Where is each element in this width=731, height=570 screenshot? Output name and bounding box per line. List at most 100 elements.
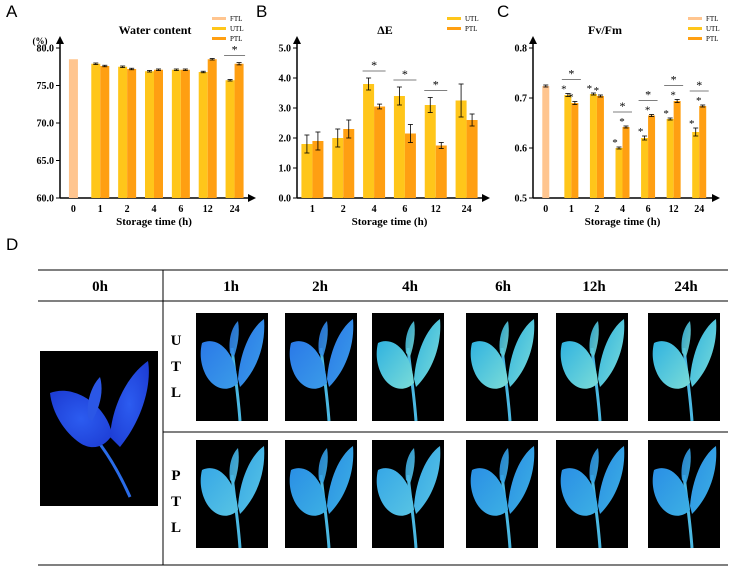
header-2h: 2h: [312, 279, 329, 295]
legend-label: UTL: [706, 25, 720, 33]
significance-star: *: [371, 58, 377, 72]
chart-title: ΔE: [377, 23, 393, 37]
y-tick-label: 4.0: [279, 74, 292, 85]
legend-label: PTL: [465, 25, 477, 33]
x-tick-label: 2: [125, 204, 130, 215]
x-tick-label: 12: [669, 204, 679, 215]
chart-title: Fv/Fm: [588, 23, 622, 37]
bar-utl-2h: [118, 66, 128, 198]
y-tick-label: 65.0: [37, 156, 55, 167]
legend-swatch: [688, 37, 702, 40]
significance-star: *: [645, 105, 651, 117]
leaf-image-ptl-1h: [196, 440, 268, 549]
legend-swatch: [447, 27, 461, 30]
row-label-utl-u: U: [171, 333, 182, 349]
x-tick-label: 1: [569, 204, 574, 215]
leaf-image-utl-6h: [466, 313, 538, 422]
bar-utl-4h: [363, 84, 375, 198]
bar-utl-6h: [641, 138, 649, 198]
header-0h: 0h: [92, 279, 109, 295]
y-tick-label: 0.5: [515, 194, 528, 205]
x-tick-label: 4: [372, 204, 377, 215]
leaf-image-utl-4h: [372, 313, 444, 422]
x-tick-label: 1: [310, 204, 315, 215]
bar-ptl-6h: [404, 133, 416, 198]
bar-utl-1h: [301, 144, 313, 198]
leaf-image-utl-12h: [556, 313, 628, 422]
header-4h: 4h: [402, 279, 419, 295]
y-tick-label: 5.0: [279, 44, 292, 55]
leaf-image-utl-2h: [285, 313, 357, 422]
significance-star: *: [561, 84, 567, 96]
x-axis-label: Storage time (h): [116, 216, 192, 228]
x-tick-label: 12: [203, 204, 213, 215]
y-tick-label: 1.0: [279, 164, 292, 175]
bar-ftl-0h: [68, 59, 78, 198]
bar-ptl-24h: [699, 106, 707, 198]
row-label-utl-l: L: [171, 385, 181, 401]
x-tick-label: 2: [594, 204, 599, 215]
bar-ftl-0h: [542, 86, 550, 198]
leaf-image-ptl-4h: [372, 440, 444, 549]
significance-star: *: [568, 67, 574, 81]
y-tick-label: 70.0: [37, 119, 55, 130]
significance-star: *: [568, 92, 574, 104]
y-tick-label: 0.8: [515, 44, 528, 55]
row-label-ptl-l: L: [171, 520, 181, 536]
y-tick-label: 2.0: [279, 134, 292, 145]
leaf-image-0h: [40, 351, 158, 506]
panel-letter-b: B: [256, 2, 268, 21]
bar-utl-6h: [393, 96, 405, 198]
x-tick-label: 12: [431, 204, 441, 215]
leaf-image-ptl-6h: [466, 440, 538, 549]
significance-star: *: [638, 126, 644, 138]
bar-utl-1h: [564, 95, 572, 198]
y-tick-label: 0.0: [279, 194, 292, 205]
bar-utl-2h: [589, 94, 597, 198]
row-label-ptl-p: P: [171, 468, 180, 484]
legend-label: UTL: [465, 15, 479, 23]
significance-star: *: [433, 78, 439, 92]
bar-utl-4h: [615, 148, 623, 198]
x-tick-label: 4: [152, 204, 157, 215]
x-tick-label: 6: [646, 204, 651, 215]
x-axis-arrow-icon: [248, 194, 256, 202]
chart-c: 0.5 0.6 0.7 0.8 Fv/Fm Storage time (h) FTL UTL P…: [515, 15, 720, 228]
bar-ptl-4h: [622, 127, 630, 198]
bar-utl-4h: [145, 71, 154, 198]
legend-label: FTL: [706, 15, 718, 23]
y-axis-arrow-icon: [529, 36, 537, 44]
leaf-image-grid: 0h 1h 2h 4h 6h 12h 24h U T L P T L: [38, 269, 728, 566]
leaf-image-ptl-24h: [648, 440, 720, 549]
y-tick-label: 3.0: [279, 104, 292, 115]
row-label-ptl-t: T: [171, 494, 181, 510]
significance-star: *: [645, 88, 651, 102]
header-24h: 24h: [674, 279, 698, 295]
legend-swatch: [212, 17, 226, 20]
leaf-image-ptl-12h: [556, 440, 628, 549]
bar-utl-12h: [198, 72, 208, 198]
bar-utl-24h: [692, 132, 700, 198]
x-tick-label: 6: [402, 204, 407, 215]
significance-star: *: [619, 116, 625, 128]
legend-swatch: [212, 27, 226, 30]
x-tick-label: 1: [98, 204, 103, 215]
x-axis-label: Storage time (h): [352, 216, 428, 228]
legend-swatch: [447, 17, 461, 20]
significance-star: *: [620, 99, 626, 113]
y-axis-label: (%): [33, 36, 48, 46]
significance-star: *: [671, 73, 677, 87]
significance-star: *: [402, 67, 408, 81]
bar-utl-24h: [225, 80, 235, 198]
bar-ptl-6h: [180, 69, 190, 198]
bar-ptl-6h: [648, 115, 656, 198]
chart-a: 60.0 65.0 70.0 75.0 80.0 Water content (%) Stor…: [33, 15, 256, 228]
y-axis-arrow-icon: [293, 36, 301, 44]
significance-star: *: [696, 78, 702, 92]
legend-swatch: [688, 27, 702, 30]
leaf-image-utl-1h: [196, 313, 268, 422]
significance-star: *: [670, 90, 676, 102]
header-6h: 6h: [495, 279, 512, 295]
x-tick-label: 24: [694, 204, 704, 215]
